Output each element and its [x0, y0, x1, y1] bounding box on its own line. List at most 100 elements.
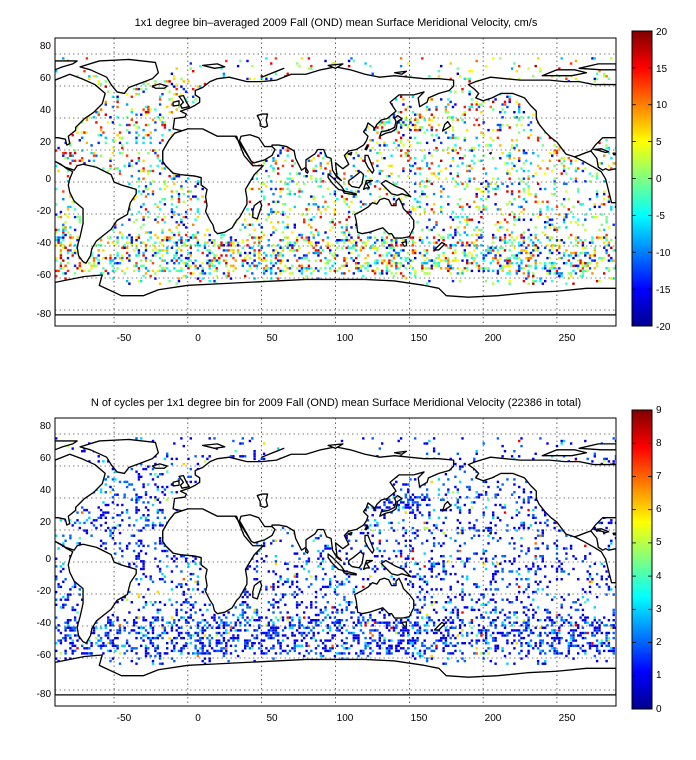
data-cell: [95, 75, 98, 78]
data-cell: [565, 182, 568, 185]
data-cell: [69, 244, 72, 247]
data-cell: [503, 264, 507, 267]
data-cell: [137, 134, 141, 137]
data-cell: [288, 177, 292, 180]
data-cell: [503, 100, 507, 104]
data-cell: [130, 241, 133, 244]
data-cell: [603, 272, 606, 275]
data-cell: [385, 175, 389, 178]
data-cell: [544, 226, 547, 229]
data-cell: [404, 108, 407, 111]
data-cell: [189, 246, 192, 249]
data-cell: [147, 508, 150, 512]
data-cell: [229, 239, 233, 242]
data-cell: [88, 159, 91, 162]
data-cell: [232, 269, 235, 273]
data-cell: [463, 503, 466, 507]
data-cell: [558, 251, 561, 255]
data-cell: [177, 239, 181, 242]
data-cell: [484, 491, 488, 494]
data-cell: [213, 279, 216, 283]
data-cell: [281, 239, 285, 242]
data-cell: [175, 254, 178, 257]
data-cell: [279, 272, 282, 275]
data-cell: [161, 239, 164, 242]
data-cell: [161, 218, 164, 221]
data-cell: [161, 198, 164, 201]
data-cell: [180, 249, 183, 252]
data-cell: [184, 262, 188, 265]
data-cell: [151, 180, 155, 183]
data-cell: [355, 195, 358, 198]
data-cell: [546, 167, 549, 170]
data-cell: [161, 269, 164, 273]
data-cell: [69, 205, 72, 209]
data-cell: [558, 267, 561, 270]
data-cell: [522, 169, 526, 173]
data-cell: [125, 511, 129, 514]
data-cell: [180, 239, 183, 242]
data-cell: [267, 175, 270, 178]
data-cell: [184, 264, 188, 267]
data-cell: [128, 233, 131, 237]
data-cell: [343, 231, 346, 234]
data-cell: [411, 241, 415, 244]
data-cell: [435, 262, 438, 265]
data-cell: [62, 190, 65, 193]
data-cell: [288, 267, 292, 270]
data-cell: [109, 485, 112, 489]
data-cell: [518, 244, 521, 247]
data-cell: [258, 262, 261, 265]
data-cell: [220, 67, 223, 70]
data-cell: [244, 256, 247, 260]
data-cell: [553, 264, 556, 267]
data-cell: [220, 241, 223, 244]
data-cell: [177, 175, 181, 178]
data-cell: [307, 218, 311, 221]
data-cell: [262, 256, 266, 260]
data-cell: [121, 223, 124, 226]
data-cell: [399, 244, 403, 247]
data-cell: [607, 267, 611, 270]
data-cell: [463, 254, 466, 257]
data-cell: [428, 123, 431, 127]
data-cell: [463, 218, 466, 221]
data-cell: [168, 111, 171, 114]
data-cell: [473, 177, 476, 180]
data-cell: [414, 274, 417, 278]
data-cell: [492, 57, 495, 60]
data-cell: [409, 164, 412, 168]
data-cell: [149, 131, 152, 134]
data-cell: [244, 226, 247, 229]
data-cell: [381, 239, 384, 242]
data-cell: [534, 195, 537, 198]
data-cell: [128, 131, 131, 134]
data-cell: [239, 254, 242, 257]
data-cell: [593, 215, 596, 219]
data-cell: [522, 198, 526, 201]
data-cell: [71, 134, 74, 137]
data-cell: [355, 226, 358, 229]
data-cell: [170, 98, 174, 101]
data-cell: [118, 231, 122, 234]
data-cell: [154, 203, 157, 206]
data-cell: [55, 228, 58, 232]
data-cell: [128, 182, 131, 185]
data-cell: [454, 256, 457, 260]
data-cell: [414, 272, 417, 275]
data-cell: [579, 259, 582, 262]
data-cell: [303, 239, 306, 242]
data-cell: [487, 251, 490, 255]
data-cell: [182, 215, 185, 219]
data-cell: [291, 272, 294, 275]
data-cell: [390, 272, 393, 275]
data-cell: [300, 213, 304, 216]
data-cell: [546, 244, 549, 247]
data-cell: [336, 269, 339, 273]
data-cell: [371, 139, 374, 142]
data-cell: [166, 246, 169, 249]
data-cell: [482, 190, 485, 193]
data-cell: [300, 256, 304, 260]
data-cell: [466, 233, 469, 237]
data-cell: [430, 172, 433, 175]
